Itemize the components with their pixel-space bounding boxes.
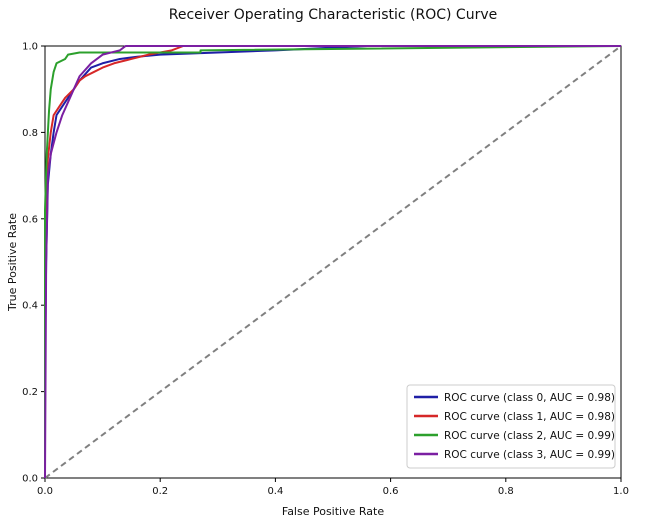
chart-title: Receiver Operating Characteristic (ROC) … [169,7,498,23]
y-tick-label: 1.0 [22,42,38,53]
x-axis-label: False Positive Rate [282,505,384,518]
x-tick-label: 1.0 [613,486,629,497]
plot-area: 0.0 0.2 0.4 0.6 0.8 1.0 0.0 0.2 0.4 0.6 0.8 1.0 [22,42,629,498]
x-tick-label: 0.8 [498,486,514,497]
legend: ROC curve (class 0, AUC = 0.98) ROC curve… [406,384,616,469]
x-tick-label: 0.6 [383,486,399,497]
reference-diagonal-line [44,45,622,479]
y-tick-label: 0.8 [22,128,38,139]
y-tick-label: 0.0 [22,474,38,485]
y-tick-label: 0.6 [22,214,38,225]
legend-label-class-2: ROC curve (class 2, AUC = 0.99) [444,430,615,442]
legend-label-class-0: ROC curve (class 0, AUC = 0.98) [444,392,615,404]
y-axis-label: True Positive Rate [6,213,19,312]
x-axis-ticks: 0.0 0.2 0.4 0.6 0.8 1.0 [37,478,629,497]
y-tick-label: 0.2 [22,387,38,398]
roc-line-class-1 [44,45,621,478]
roc-line-class-3 [44,45,621,479]
x-tick-label: 0.0 [37,486,53,497]
legend-label-class-3: ROC curve (class 3, AUC = 0.99) [444,449,615,461]
y-tick-label: 0.4 [22,301,38,312]
legend-box [406,384,616,469]
x-tick-label: 0.4 [267,486,283,497]
legend-items: ROC curve (class 0, AUC = 0.98) ROC curve… [414,392,615,461]
y-axis-ticks: 0.0 0.2 0.4 0.6 0.8 1.0 [22,42,45,485]
legend-label-class-1: ROC curve (class 1, AUC = 0.98) [444,411,615,423]
roc-series-group [44,45,622,479]
x-tick-label: 0.2 [152,486,168,497]
roc-line-class-2 [44,45,622,478]
